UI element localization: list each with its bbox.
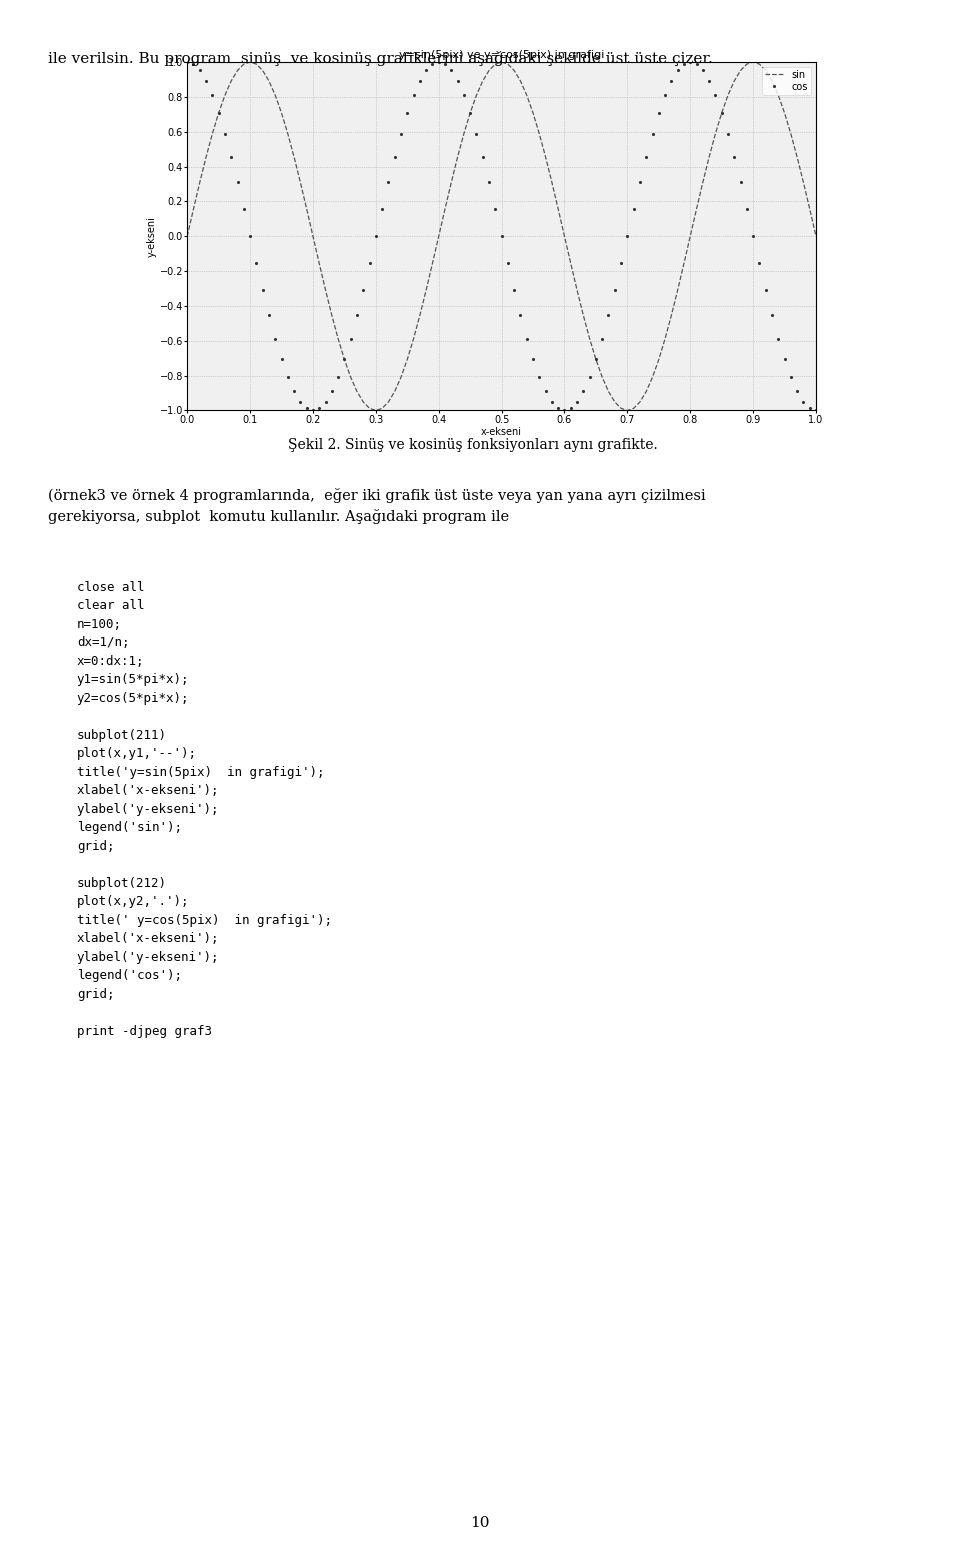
sin xyxy=(571,280,583,299)
Y-axis label: y-ekseni: y-ekseni xyxy=(147,215,156,257)
sin xyxy=(810,228,822,246)
cos xyxy=(628,200,639,218)
sin xyxy=(226,71,237,90)
Text: (örnek3 ve örnek 4 programlarında,  eğer iki grafik üst üste veya yan yana ayrı : (örnek3 ve örnek 4 programlarında, eğer … xyxy=(48,488,706,524)
Line: cos: cos xyxy=(185,60,818,412)
cos xyxy=(565,400,577,418)
X-axis label: x-ekseni: x-ekseni xyxy=(481,428,522,437)
sin xyxy=(245,53,256,71)
cos xyxy=(307,401,319,420)
Text: ile verilsin. Bu program  sinüş  ve kosinüş grafiklerini aşağıdaki şekilde üst ü: ile verilsin. Bu program sinüş ve kosinü… xyxy=(48,51,713,67)
Line: sin: sin xyxy=(187,62,816,410)
Text: close all
clear all
n=100;
dx=1/n;
x=0:dx:1;
y1=sin(5*pi*x);
y2=cos(5*pi*x);

su: close all clear all n=100; dx=1/n; x=0:d… xyxy=(77,581,332,1038)
cos xyxy=(477,147,489,166)
sin xyxy=(181,228,193,246)
Text: 10: 10 xyxy=(470,1516,490,1530)
sin xyxy=(345,369,356,387)
cos xyxy=(660,85,671,104)
cos xyxy=(226,147,237,166)
sin xyxy=(635,392,646,410)
sin xyxy=(483,62,494,81)
cos xyxy=(345,330,356,349)
Legend: sin, cos: sin, cos xyxy=(761,67,811,94)
Title: y=sin(5pix) ve y=cos(5pix) in grafigi: y=sin(5pix) ve y=cos(5pix) in grafigi xyxy=(399,50,604,60)
sin xyxy=(371,401,382,420)
cos xyxy=(810,401,822,420)
Text: Şekil 2. Sinüş ve kosinüş fonksiyonları aynı grafikte.: Şekil 2. Sinüş ve kosinüş fonksiyonları … xyxy=(288,438,658,452)
cos xyxy=(181,53,193,71)
sin xyxy=(665,307,677,325)
